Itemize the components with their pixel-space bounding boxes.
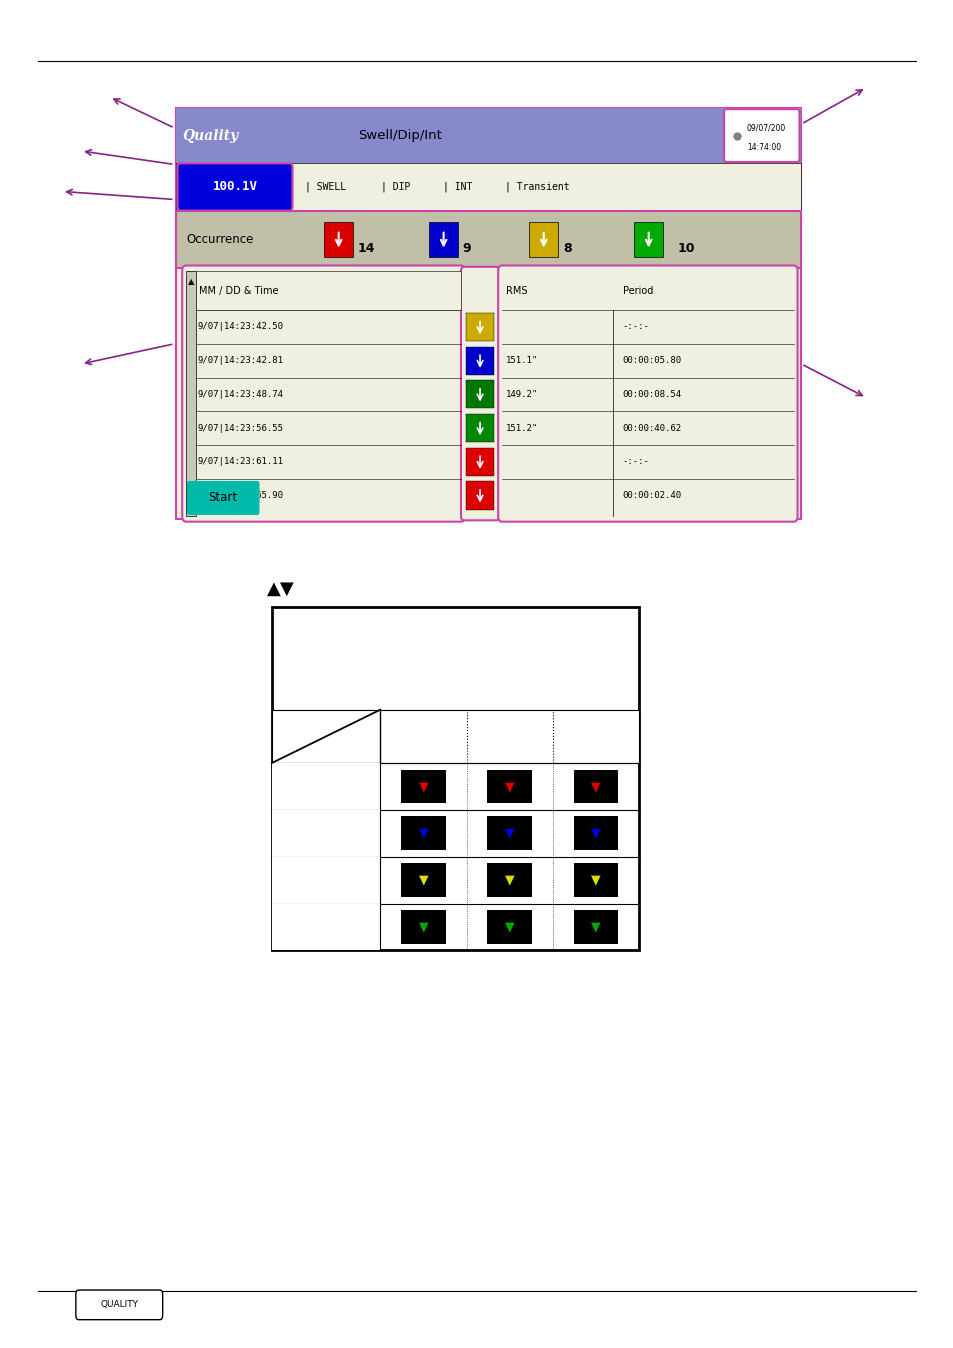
Text: Swell/Dip/Int: Swell/Dip/Int bbox=[357, 129, 441, 142]
Bar bbox=[272, 607, 639, 950]
Bar bbox=[272, 857, 380, 903]
Text: | Transient: | Transient bbox=[505, 182, 569, 193]
Text: 00:00:08.54: 00:00:08.54 bbox=[622, 390, 680, 399]
Text: 14:74:00: 14:74:00 bbox=[746, 143, 781, 152]
Text: 151.1": 151.1" bbox=[505, 356, 537, 365]
Bar bbox=[186, 271, 195, 516]
Bar bbox=[272, 903, 380, 950]
Text: ▼: ▼ bbox=[418, 874, 428, 887]
Bar bbox=[465, 346, 494, 375]
Bar bbox=[176, 108, 801, 519]
Text: 149.2": 149.2" bbox=[505, 390, 537, 399]
Text: -:-:-: -:-:- bbox=[622, 322, 649, 332]
Text: RMS: RMS bbox=[505, 286, 527, 295]
Bar bbox=[573, 863, 618, 896]
Text: ▲: ▲ bbox=[188, 278, 193, 286]
FancyBboxPatch shape bbox=[177, 163, 293, 210]
Text: ▼: ▼ bbox=[504, 874, 514, 887]
Bar bbox=[324, 222, 353, 256]
FancyBboxPatch shape bbox=[497, 266, 797, 522]
Text: ▼: ▼ bbox=[504, 780, 514, 793]
Bar bbox=[487, 910, 532, 944]
Text: -:-:-: -:-:- bbox=[622, 457, 649, 466]
Text: 00:00:05.80: 00:00:05.80 bbox=[622, 356, 680, 365]
Bar bbox=[176, 210, 801, 268]
Bar bbox=[465, 481, 494, 510]
Bar bbox=[400, 863, 445, 896]
Text: 9/07|14:23:48.74: 9/07|14:23:48.74 bbox=[197, 390, 283, 399]
Bar bbox=[573, 910, 618, 944]
Bar bbox=[634, 222, 662, 256]
Bar bbox=[272, 810, 380, 857]
Bar bbox=[487, 817, 532, 851]
Bar bbox=[465, 414, 494, 442]
Text: | SWELL: | SWELL bbox=[305, 182, 346, 193]
FancyBboxPatch shape bbox=[75, 1290, 162, 1320]
Bar bbox=[465, 380, 494, 408]
Bar bbox=[400, 770, 445, 803]
Text: 10: 10 bbox=[677, 241, 694, 255]
Text: 09/07/200: 09/07/200 bbox=[746, 124, 785, 133]
Text: ▼: ▼ bbox=[591, 921, 600, 933]
Bar bbox=[176, 108, 801, 163]
Text: ▼: ▼ bbox=[504, 826, 514, 840]
FancyBboxPatch shape bbox=[460, 267, 498, 520]
Bar bbox=[400, 817, 445, 851]
Text: 00:00:40.62: 00:00:40.62 bbox=[622, 423, 680, 433]
Bar bbox=[272, 763, 380, 810]
Text: 9/07|14:23:42.81: 9/07|14:23:42.81 bbox=[197, 356, 283, 365]
Bar bbox=[573, 817, 618, 851]
FancyBboxPatch shape bbox=[723, 109, 799, 162]
Text: 9/07|14:23:56.55: 9/07|14:23:56.55 bbox=[197, 423, 283, 433]
Text: Period: Period bbox=[622, 286, 652, 295]
Text: ▼: ▼ bbox=[418, 826, 428, 840]
Bar bbox=[465, 313, 494, 341]
Text: 8: 8 bbox=[562, 241, 571, 255]
Bar bbox=[429, 222, 457, 256]
Text: ▼: ▼ bbox=[504, 921, 514, 933]
Text: ▼: ▼ bbox=[591, 874, 600, 887]
Bar bbox=[529, 222, 558, 256]
Text: | INT: | INT bbox=[443, 182, 472, 193]
Bar bbox=[465, 448, 494, 476]
Text: Occurrence: Occurrence bbox=[186, 233, 253, 245]
Text: 9: 9 bbox=[462, 241, 471, 255]
Text: ▼: ▼ bbox=[591, 826, 600, 840]
Text: ▼: ▼ bbox=[591, 780, 600, 793]
Text: 151.2": 151.2" bbox=[505, 423, 537, 433]
Text: ▼: ▼ bbox=[418, 921, 428, 933]
Bar bbox=[272, 709, 639, 763]
Text: MM / DD & Time: MM / DD & Time bbox=[199, 286, 278, 295]
Text: 100.1V: 100.1V bbox=[213, 181, 257, 194]
Text: 9/07|14:23:65.90: 9/07|14:23:65.90 bbox=[197, 491, 283, 500]
Bar bbox=[487, 863, 532, 896]
Text: ▲▼: ▲▼ bbox=[267, 580, 294, 599]
Text: 00:00:02.40: 00:00:02.40 bbox=[622, 491, 680, 500]
Bar bbox=[487, 770, 532, 803]
Text: ▼: ▼ bbox=[418, 780, 428, 793]
Text: Quality: Quality bbox=[182, 128, 238, 143]
Text: QUALITY: QUALITY bbox=[100, 1301, 138, 1309]
Bar bbox=[573, 770, 618, 803]
Bar bbox=[176, 163, 801, 210]
Text: | DIP: | DIP bbox=[381, 182, 410, 193]
Text: Start: Start bbox=[209, 492, 237, 504]
Bar bbox=[400, 910, 445, 944]
Text: 9/07|14:23:42.50: 9/07|14:23:42.50 bbox=[197, 322, 283, 332]
Bar bbox=[195, 271, 460, 310]
Text: 14: 14 bbox=[357, 241, 375, 255]
FancyBboxPatch shape bbox=[182, 266, 464, 522]
FancyBboxPatch shape bbox=[187, 481, 259, 515]
Text: 9/07|14:23:61.11: 9/07|14:23:61.11 bbox=[197, 457, 283, 466]
